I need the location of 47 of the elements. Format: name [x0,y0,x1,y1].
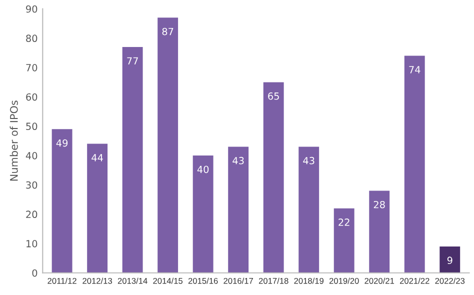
x-tick-label: 2013/14 [118,278,148,284]
y-tick-label: 70 [26,64,38,72]
bar [440,246,460,273]
y-tick-label: 30 [26,181,38,189]
data-label: 43 [232,156,244,164]
x-tick-label: 2011/12 [48,278,76,284]
x-tick-label: 2015/16 [188,278,218,284]
x-tick-label: 2016/17 [224,278,253,284]
y-tick-label: 50 [26,122,38,130]
data-label: 40 [197,166,209,174]
bar [87,144,108,273]
bar [298,146,320,273]
data-label: 87 [162,28,174,36]
x-tick-label: 2017/18 [258,278,288,284]
x-tick-label: 2021/22 [400,278,430,284]
bar [158,18,178,273]
y-tick-label: 0 [32,269,38,277]
x-tick-label: 2012/13 [82,278,112,284]
data-label: 44 [92,154,103,162]
bar [334,208,354,273]
x-tick-label: 2022/23 [435,278,465,284]
data-label: 49 [56,139,68,147]
x-tick-label: 2019/20 [329,278,359,284]
bar [122,46,143,273]
y-tick-label: 90 [26,5,38,13]
y-tick-label: 10 [26,240,38,248]
bar [263,82,284,273]
y-tick-label: 80 [26,34,38,42]
bar [369,190,390,273]
x-tick-label: 2020/21 [364,278,394,284]
x-tick-label: 2014/15 [153,278,183,284]
data-label: 65 [268,92,279,100]
y-tick-label: 20 [26,210,38,218]
y-axis-title: Number of IPOs [10,100,18,181]
data-label: 28 [374,200,385,208]
bar [52,129,72,273]
data-label: 43 [303,156,314,164]
bar [228,146,249,273]
y-tick-label: 60 [26,93,38,101]
data-label: 9 [447,256,452,264]
data-label: 22 [338,218,350,226]
data-label: 77 [127,57,138,64]
bar [192,156,214,273]
x-tick-label: 2018/19 [294,278,324,284]
y-tick-label: 40 [26,152,38,160]
data-label: 74 [409,66,420,74]
bar [404,56,425,273]
